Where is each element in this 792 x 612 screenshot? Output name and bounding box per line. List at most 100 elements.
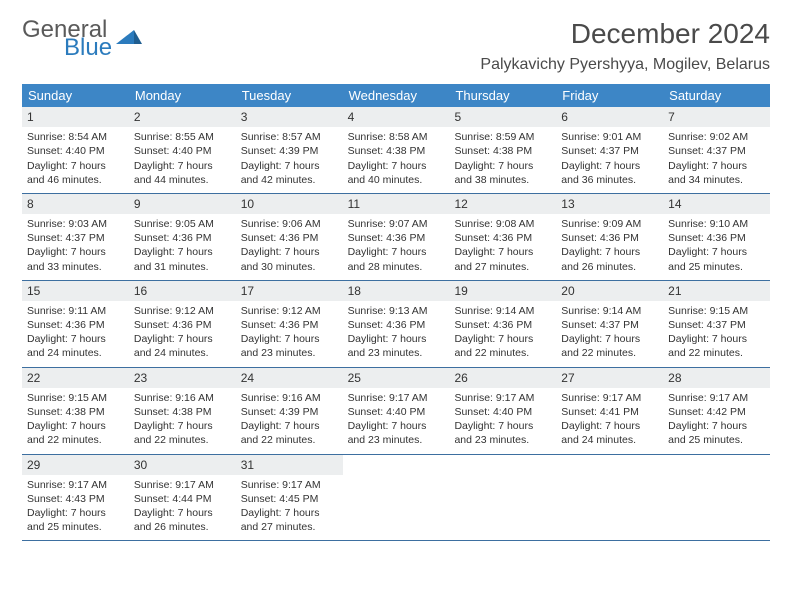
- weeks-container: 1Sunrise: 8:54 AMSunset: 4:40 PMDaylight…: [22, 107, 770, 541]
- day-cell: 10Sunrise: 9:06 AMSunset: 4:36 PMDayligh…: [236, 194, 343, 280]
- daylight-text: Daylight: 7 hours and 36 minutes.: [561, 159, 658, 187]
- day-cell: 9Sunrise: 9:05 AMSunset: 4:36 PMDaylight…: [129, 194, 236, 280]
- day-number: 13: [556, 194, 663, 214]
- day-cell: 11Sunrise: 9:07 AMSunset: 4:36 PMDayligh…: [343, 194, 450, 280]
- day-cell: 5Sunrise: 8:59 AMSunset: 4:38 PMDaylight…: [449, 107, 556, 193]
- day-number: 26: [449, 368, 556, 388]
- sunset-text: Sunset: 4:38 PM: [134, 405, 231, 419]
- sunset-text: Sunset: 4:38 PM: [27, 405, 124, 419]
- day-number: 5: [449, 107, 556, 127]
- sunrise-text: Sunrise: 9:16 AM: [241, 391, 338, 405]
- sunrise-text: Sunrise: 9:15 AM: [27, 391, 124, 405]
- sunrise-text: Sunrise: 9:01 AM: [561, 130, 658, 144]
- day-number: 22: [22, 368, 129, 388]
- daylight-text: Daylight: 7 hours and 25 minutes.: [668, 419, 765, 447]
- sunset-text: Sunset: 4:36 PM: [134, 318, 231, 332]
- sunset-text: Sunset: 4:37 PM: [668, 318, 765, 332]
- sunset-text: Sunset: 4:37 PM: [561, 318, 658, 332]
- weekday-header: Saturday: [663, 84, 770, 107]
- sunset-text: Sunset: 4:36 PM: [454, 318, 551, 332]
- week-row: 8Sunrise: 9:03 AMSunset: 4:37 PMDaylight…: [22, 194, 770, 281]
- day-number: 6: [556, 107, 663, 127]
- sunset-text: Sunset: 4:36 PM: [454, 231, 551, 245]
- day-number: 15: [22, 281, 129, 301]
- sunset-text: Sunset: 4:39 PM: [241, 144, 338, 158]
- day-cell: [556, 455, 663, 541]
- day-cell: 22Sunrise: 9:15 AMSunset: 4:38 PMDayligh…: [22, 368, 129, 454]
- day-cell: 3Sunrise: 8:57 AMSunset: 4:39 PMDaylight…: [236, 107, 343, 193]
- sunset-text: Sunset: 4:38 PM: [348, 144, 445, 158]
- day-cell: 30Sunrise: 9:17 AMSunset: 4:44 PMDayligh…: [129, 455, 236, 541]
- sunrise-text: Sunrise: 9:12 AM: [134, 304, 231, 318]
- daylight-text: Daylight: 7 hours and 23 minutes.: [241, 332, 338, 360]
- weekday-header: Sunday: [22, 84, 129, 107]
- calendar: Sunday Monday Tuesday Wednesday Thursday…: [22, 84, 770, 541]
- day-number: 8: [22, 194, 129, 214]
- daylight-text: Daylight: 7 hours and 28 minutes.: [348, 245, 445, 273]
- day-number: 12: [449, 194, 556, 214]
- day-cell: 4Sunrise: 8:58 AMSunset: 4:38 PMDaylight…: [343, 107, 450, 193]
- sunrise-text: Sunrise: 9:11 AM: [27, 304, 124, 318]
- day-number: 18: [343, 281, 450, 301]
- sunrise-text: Sunrise: 8:59 AM: [454, 130, 551, 144]
- day-cell: 13Sunrise: 9:09 AMSunset: 4:36 PMDayligh…: [556, 194, 663, 280]
- sunrise-text: Sunrise: 9:14 AM: [561, 304, 658, 318]
- daylight-text: Daylight: 7 hours and 33 minutes.: [27, 245, 124, 273]
- week-row: 15Sunrise: 9:11 AMSunset: 4:36 PMDayligh…: [22, 281, 770, 368]
- day-number: 9: [129, 194, 236, 214]
- day-cell: 19Sunrise: 9:14 AMSunset: 4:36 PMDayligh…: [449, 281, 556, 367]
- day-cell: 15Sunrise: 9:11 AMSunset: 4:36 PMDayligh…: [22, 281, 129, 367]
- sunrise-text: Sunrise: 9:10 AM: [668, 217, 765, 231]
- sunset-text: Sunset: 4:38 PM: [454, 144, 551, 158]
- title-block: December 2024 Palykavichy Pyershyya, Mog…: [480, 18, 770, 74]
- day-cell: 2Sunrise: 8:55 AMSunset: 4:40 PMDaylight…: [129, 107, 236, 193]
- day-cell: [663, 455, 770, 541]
- sunset-text: Sunset: 4:36 PM: [134, 231, 231, 245]
- sunset-text: Sunset: 4:37 PM: [27, 231, 124, 245]
- sunset-text: Sunset: 4:40 PM: [348, 405, 445, 419]
- day-number: 20: [556, 281, 663, 301]
- sunset-text: Sunset: 4:36 PM: [348, 318, 445, 332]
- sunset-text: Sunset: 4:41 PM: [561, 405, 658, 419]
- daylight-text: Daylight: 7 hours and 27 minutes.: [454, 245, 551, 273]
- day-number: 11: [343, 194, 450, 214]
- day-cell: 31Sunrise: 9:17 AMSunset: 4:45 PMDayligh…: [236, 455, 343, 541]
- sunset-text: Sunset: 4:36 PM: [241, 318, 338, 332]
- daylight-text: Daylight: 7 hours and 23 minutes.: [348, 332, 445, 360]
- day-cell: 25Sunrise: 9:17 AMSunset: 4:40 PMDayligh…: [343, 368, 450, 454]
- sunset-text: Sunset: 4:36 PM: [668, 231, 765, 245]
- day-number: 23: [129, 368, 236, 388]
- daylight-text: Daylight: 7 hours and 23 minutes.: [454, 419, 551, 447]
- sunset-text: Sunset: 4:43 PM: [27, 492, 124, 506]
- sunrise-text: Sunrise: 9:17 AM: [27, 478, 124, 492]
- daylight-text: Daylight: 7 hours and 22 minutes.: [668, 332, 765, 360]
- day-cell: 21Sunrise: 9:15 AMSunset: 4:37 PMDayligh…: [663, 281, 770, 367]
- brand-logo: General Blue: [22, 18, 142, 60]
- weekday-header-row: Sunday Monday Tuesday Wednesday Thursday…: [22, 84, 770, 107]
- day-cell: 6Sunrise: 9:01 AMSunset: 4:37 PMDaylight…: [556, 107, 663, 193]
- day-number: 3: [236, 107, 343, 127]
- daylight-text: Daylight: 7 hours and 25 minutes.: [27, 506, 124, 534]
- sunrise-text: Sunrise: 9:14 AM: [454, 304, 551, 318]
- sunset-text: Sunset: 4:39 PM: [241, 405, 338, 419]
- day-number: 31: [236, 455, 343, 475]
- day-cell: 29Sunrise: 9:17 AMSunset: 4:43 PMDayligh…: [22, 455, 129, 541]
- sunset-text: Sunset: 4:45 PM: [241, 492, 338, 506]
- sunset-text: Sunset: 4:44 PM: [134, 492, 231, 506]
- day-number: 19: [449, 281, 556, 301]
- sunrise-text: Sunrise: 9:06 AM: [241, 217, 338, 231]
- sunrise-text: Sunrise: 9:16 AM: [134, 391, 231, 405]
- daylight-text: Daylight: 7 hours and 24 minutes.: [27, 332, 124, 360]
- sunrise-text: Sunrise: 8:58 AM: [348, 130, 445, 144]
- daylight-text: Daylight: 7 hours and 27 minutes.: [241, 506, 338, 534]
- sunrise-text: Sunrise: 9:09 AM: [561, 217, 658, 231]
- day-number: 1: [22, 107, 129, 127]
- day-number: 14: [663, 194, 770, 214]
- sunrise-text: Sunrise: 9:07 AM: [348, 217, 445, 231]
- sunrise-text: Sunrise: 9:13 AM: [348, 304, 445, 318]
- day-cell: [343, 455, 450, 541]
- day-cell: 20Sunrise: 9:14 AMSunset: 4:37 PMDayligh…: [556, 281, 663, 367]
- location-text: Palykavichy Pyershyya, Mogilev, Belarus: [480, 56, 770, 74]
- daylight-text: Daylight: 7 hours and 30 minutes.: [241, 245, 338, 273]
- daylight-text: Daylight: 7 hours and 23 minutes.: [348, 419, 445, 447]
